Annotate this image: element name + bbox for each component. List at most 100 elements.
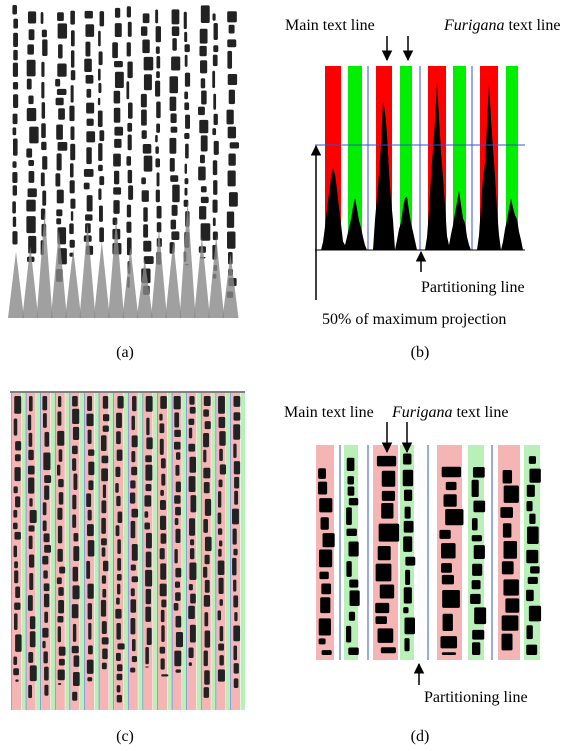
glyph: [86, 88, 92, 98]
glyph: [142, 39, 150, 54]
glyph: [29, 616, 36, 630]
glyph: [212, 70, 216, 89]
glyph: [57, 616, 64, 623]
glyph: [403, 520, 414, 533]
glyph: [189, 562, 197, 581]
glyph: [131, 435, 138, 448]
furigana-text-line-label: Furigana text line: [391, 404, 508, 421]
glyph: [88, 645, 93, 655]
glyph: [233, 663, 239, 674]
glyph: [233, 548, 238, 556]
glyph: [126, 42, 131, 57]
glyph: [217, 491, 222, 508]
glyph: [184, 72, 191, 87]
glyph: [212, 128, 217, 136]
glyph: [55, 97, 64, 106]
glyph: [115, 466, 121, 478]
glyph: [188, 427, 193, 439]
glyph: [70, 85, 74, 103]
glyph: [131, 415, 135, 431]
caption: (b): [411, 344, 430, 361]
glyph: [41, 29, 47, 38]
glyph: [57, 63, 67, 77]
glyph: [442, 589, 460, 608]
furigana-band: [21, 393, 26, 710]
glyph: [27, 595, 33, 611]
glyph: [14, 613, 18, 630]
glyph: [381, 502, 394, 519]
glyph: [173, 396, 181, 410]
glyph: [200, 60, 208, 74]
glyph: [14, 531, 21, 540]
glyph: [160, 458, 166, 469]
glyph: [44, 544, 51, 553]
glyph: [43, 570, 48, 579]
glyph: [146, 417, 150, 436]
glyph: [114, 23, 122, 38]
projection-peak: [22, 246, 39, 318]
glyph: [13, 32, 18, 47]
glyph: [40, 208, 46, 220]
glyph: [12, 5, 17, 15]
glyph: [56, 209, 63, 217]
glyph: [233, 424, 241, 440]
projection-peak: [50, 229, 67, 318]
glyph: [145, 396, 153, 412]
glyph: [14, 561, 18, 569]
furigana-band: [138, 393, 143, 710]
glyph: [184, 132, 190, 140]
glyph: [69, 239, 75, 248]
furigana-text-line-label: Furigana text line: [443, 17, 560, 34]
glyph: [218, 416, 226, 429]
glyph: [72, 494, 77, 510]
glyph: [199, 206, 207, 220]
projection-peak: [208, 235, 225, 318]
projection-peak: [136, 259, 153, 318]
glyph: [213, 22, 218, 40]
glyph: [155, 158, 160, 168]
glyph: [73, 546, 80, 561]
glyph: [117, 511, 123, 523]
glyph: [404, 617, 416, 635]
glyph: [28, 396, 33, 412]
glyph: [98, 164, 103, 172]
glyph: [203, 396, 211, 406]
glyph: [348, 498, 359, 506]
glyph: [132, 396, 137, 412]
glyph: [113, 90, 121, 104]
glyph: [58, 396, 62, 408]
glyph: [29, 126, 39, 144]
glyph: [70, 10, 75, 25]
glyph: [58, 108, 65, 120]
glyph: [55, 78, 61, 87]
glyph: [116, 673, 123, 681]
glyph: [72, 623, 77, 642]
glyph: [234, 476, 240, 489]
furigana-band: [123, 393, 129, 710]
glyph: [26, 78, 32, 90]
glyph: [40, 12, 44, 24]
glyph: [99, 227, 104, 243]
glyph: [42, 190, 47, 206]
glyph: [188, 476, 196, 492]
glyph: [381, 490, 396, 501]
glyph: [14, 602, 21, 610]
glyph: [188, 583, 193, 591]
glyph: [86, 659, 94, 674]
glyph: [161, 625, 165, 642]
glyph: [43, 533, 50, 543]
glyph: [441, 543, 456, 559]
glyph: [227, 50, 233, 69]
glyph: [212, 199, 218, 213]
glyph: [156, 172, 160, 187]
glyph: [212, 160, 218, 176]
glyph: [13, 18, 19, 29]
glyph: [227, 73, 238, 86]
glyph: [226, 109, 234, 125]
glyph: [144, 511, 149, 518]
glyph: [14, 454, 21, 462]
glyph: [29, 498, 33, 507]
glyph: [318, 549, 333, 568]
glyph: [172, 184, 180, 203]
glyph: [28, 525, 35, 532]
